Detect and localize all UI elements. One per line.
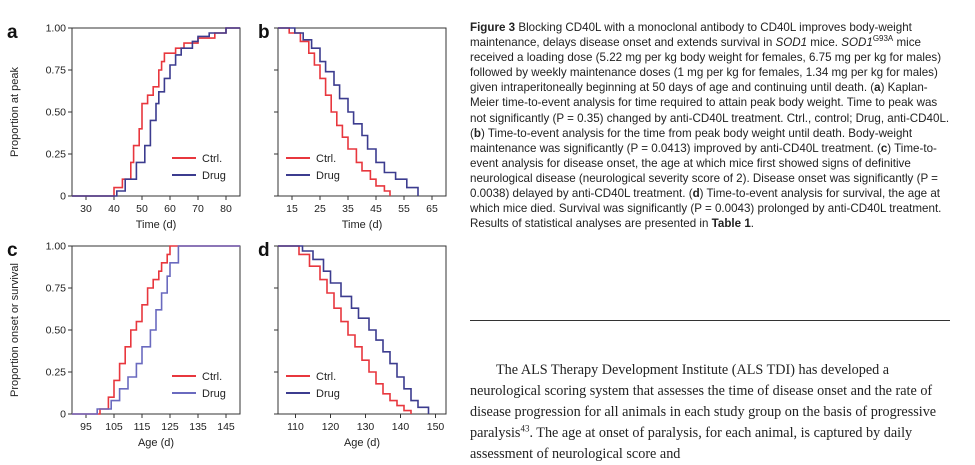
legend-label: Ctrl. [316,153,336,165]
legend-label: Ctrl. [202,371,222,383]
caption-text: ) Time-to-event analysis for the time fr… [470,126,913,155]
caption-text: mice. [807,36,842,50]
panel-label: a [7,22,18,43]
x-tick-label: 70 [192,203,204,215]
x-tick-label: 80 [220,203,232,215]
caption-text: . [750,217,754,231]
x-tick-label: 60 [164,203,176,215]
x-tick-label: 35 [342,203,354,215]
caption-text: Blocking CD40L with a monoclonal antibod… [470,21,912,50]
x-tick-label: 145 [217,421,235,433]
caption-text: ) Kaplan-Meier time-to-event analysis fo… [470,81,950,140]
panel-ref-a: a [874,81,881,95]
body-paragraph: The ALS Therapy Development Institute (A… [470,360,950,465]
x-tick-label: 65 [426,203,438,215]
series-line-ctrl [278,27,391,196]
y-axis-label: Proportion at peak [9,67,21,157]
caption-text: ) Time-to-event analysis for disease ons… [470,141,938,201]
x-tick-label: 55 [398,203,410,215]
x-tick-label: 25 [314,203,326,215]
x-tick-label: 135 [189,421,207,433]
x-tick-label: 30 [80,203,92,215]
panel-b: b 15 25 35 45 55 65 Time (d) Ctrl. Drug [258,22,447,231]
y-tick-label: 1.00 [46,241,67,253]
series-line-drug [72,245,240,415]
series-line-drug [278,27,419,196]
series-line-drug [72,27,240,197]
y-tick-label: 0.75 [46,283,67,295]
x-tick-label: 50 [136,203,148,215]
mutation-superscript: G93A [872,34,894,44]
gene-name: SOD1 [775,36,808,50]
panel-label: c [7,240,18,261]
legend-label: Drug [202,170,226,182]
citation-ref[interactable]: 43 [520,423,530,434]
x-tick-label: 40 [108,203,120,215]
legend-label: Ctrl. [202,153,222,165]
table-reference[interactable]: Table 1 [711,217,751,231]
caption-text: ) Time-to-event analysis for survival, t… [470,187,942,231]
x-tick-label: 95 [80,421,92,433]
figure-caption: Figure 3 Blocking CD40L with a monoclona… [470,20,950,231]
panel-d: d 110 120 130 140 150 Age (d) Ctrl. Drug [258,240,447,449]
y-tick-label: 0.50 [46,325,67,337]
x-tick-label: 15 [286,203,298,215]
gene-name: SOD1 [841,36,873,50]
figure-label: Figure 3 [470,21,516,34]
x-tick-label: 130 [357,421,375,433]
panel-c: c 95 105 115 125 135 145 0 0.25 0.50 0.75 1.00 Age (… [7,240,241,449]
legend-label: Drug [316,170,340,182]
y-tick-label: 0 [60,409,66,421]
y-tick-label: 0.50 [46,107,67,119]
y-axis-label: Proportion onset or survival [9,263,21,397]
legend-label: Ctrl. [316,371,336,383]
x-axis-label: Age (d) [138,437,174,449]
legend-label: Drug [202,388,226,400]
x-tick-label: 125 [161,421,179,433]
x-tick-label: 150 [427,421,445,433]
panel-ref-b: b [473,126,481,140]
x-tick-label: 120 [322,421,340,433]
series-line-ctrl [278,245,412,414]
x-tick-label: 140 [392,421,410,433]
body-text: The ALS Therapy Development Institute (A… [470,362,937,441]
legend-label: Drug [316,388,340,400]
caption-text: mice received a loading dose (5.22 mg pe… [470,36,942,95]
y-tick-label: 0.25 [46,367,67,379]
series-line-ctrl [72,245,240,415]
x-tick-label: 110 [287,421,304,433]
x-tick-label: 45 [370,203,382,215]
panel-ref-d: d [692,187,700,201]
series-line-drug [278,245,430,414]
panel-a: a 30 40 50 60 70 80 0 0.25 0.50 0.75 1.00 Time (d) Pr… [7,22,241,231]
x-axis-label: Time (d) [342,219,383,231]
x-tick-label: 105 [105,421,123,433]
x-tick-label: 115 [134,421,151,433]
y-tick-label: 0.75 [46,65,67,77]
body-text: . The age at onset of paralysis, for eac… [470,425,913,462]
x-axis-label: Time (d) [136,219,177,231]
figure-panels: a 30 40 50 60 70 80 0 0.25 0.50 0.75 1.00 Time (d) Pr… [7,22,447,449]
panel-label: d [258,240,270,261]
y-tick-label: 1.00 [46,23,67,35]
plot-frame [277,245,447,415]
panel-ref-c: c [880,141,888,155]
caption-divider [470,320,950,321]
x-axis-label: Age (d) [344,437,380,449]
y-tick-label: 0.25 [46,149,67,161]
y-tick-label: 0 [60,191,66,203]
panel-label: b [258,22,270,43]
